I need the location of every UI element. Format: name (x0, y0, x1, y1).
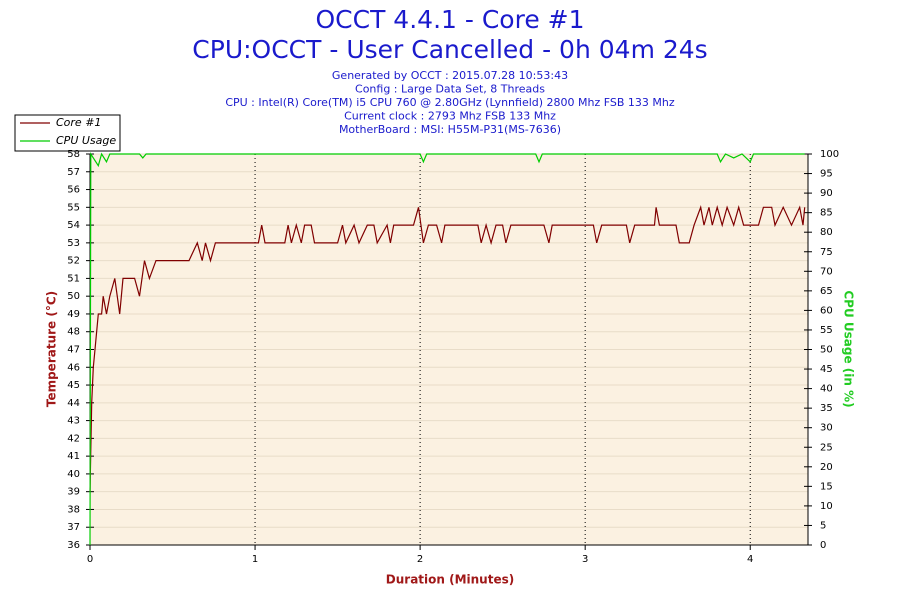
x-tick-label: 3 (582, 554, 588, 565)
y2-tick-label: 75 (820, 247, 833, 258)
y-tick-label: 50 (67, 291, 80, 302)
y2-tick-label: 5 (820, 520, 826, 531)
y-tick-label: 58 (67, 149, 80, 160)
x-tick-label: 0 (87, 554, 93, 565)
y2-tick-label: 65 (820, 286, 833, 297)
y-tick-label: 53 (67, 238, 80, 249)
y-tick-label: 46 (67, 362, 80, 373)
y-tick-label: 56 (67, 185, 80, 196)
y2-tick-label: 25 (820, 442, 833, 453)
y2-tick-label: 60 (820, 305, 833, 316)
y-tick-label: 37 (67, 522, 80, 533)
info-line: Current clock : 2793 Mhz FSB 133 Mhz (344, 110, 556, 123)
y2-tick-label: 40 (820, 384, 833, 395)
series-line (89, 151, 805, 546)
y-tick-label: 44 (67, 398, 80, 409)
info-line: CPU : Intel(R) Core(TM) i5 CPU 760 @ 2.8… (225, 96, 675, 109)
y2-tick-label: 50 (820, 345, 833, 356)
y-tick-label: 38 (67, 504, 80, 515)
y-tick-label: 47 (67, 345, 80, 356)
y2-tick-label: 100 (820, 149, 839, 160)
y2-tick-label: 90 (820, 188, 833, 199)
x-tick-label: 4 (747, 554, 753, 565)
y-tick-label: 49 (67, 309, 80, 320)
x-tick-label: 1 (252, 554, 258, 565)
legend-label: Core #1 (56, 116, 101, 129)
y-tick-label: 41 (67, 451, 80, 462)
y2-tick-label: 55 (820, 325, 833, 336)
y-tick-label: 43 (67, 416, 80, 427)
legend-label: CPU Usage (56, 134, 116, 147)
y-tick-label: 40 (67, 469, 80, 480)
y-tick-label: 36 (67, 540, 80, 551)
chart-subtitle: CPU:OCCT - User Cancelled - 0h 04m 24s (192, 35, 707, 64)
legend-box (14, 114, 121, 152)
y2-tick-label: 70 (820, 266, 833, 277)
y2-tick-label: 15 (820, 481, 833, 492)
y-tick-label: 51 (67, 273, 80, 284)
info-line: Config : Large Data Set, 8 Threads (355, 83, 545, 96)
y2-tick-label: 0 (820, 540, 826, 551)
y2-tick-label: 85 (820, 208, 833, 219)
y2-axis-title: CPU Usage (in %) (842, 290, 856, 407)
y2-tick-label: 95 (820, 169, 833, 180)
y2-tick-label: 10 (820, 501, 833, 512)
x-tick-label: 2 (417, 554, 423, 565)
y2-tick-label: 20 (820, 462, 833, 473)
y-tick-label: 55 (67, 202, 80, 213)
y-tick-label: 39 (67, 487, 80, 498)
y-tick-label: 45 (67, 380, 80, 391)
info-line: MotherBoard : MSI: H55M-P31(MS-7636) (339, 123, 561, 136)
y2-tick-label: 80 (820, 227, 833, 238)
y-tick-label: 48 (67, 327, 80, 338)
x-axis-title: Duration (Minutes) (386, 573, 514, 587)
y-tick-label: 57 (67, 167, 80, 178)
y2-tick-label: 45 (820, 364, 833, 375)
info-line: Generated by OCCT : 2015.07.28 10:53:43 (332, 69, 568, 82)
y-tick-label: 42 (67, 433, 80, 444)
chart-title: OCCT 4.4.1 - Core #1 (316, 5, 585, 34)
y2-tick-label: 30 (820, 423, 833, 434)
y2-tick-label: 35 (820, 403, 833, 414)
y-axis-title: Temperature (°C) (45, 291, 59, 407)
series-line (89, 205, 806, 492)
y-tick-label: 52 (67, 256, 80, 267)
y-tick-label: 54 (67, 220, 80, 231)
